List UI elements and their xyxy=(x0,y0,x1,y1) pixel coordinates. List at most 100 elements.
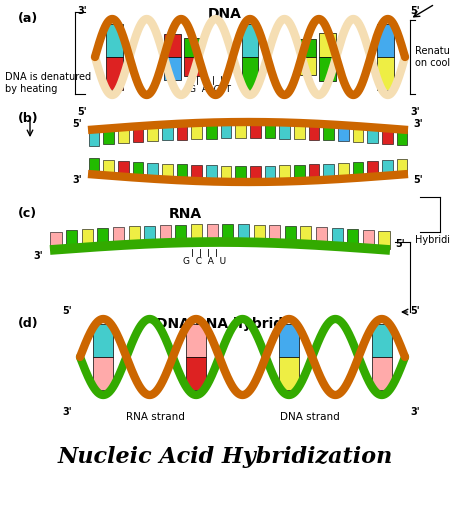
Bar xyxy=(50,231,62,249)
Bar xyxy=(164,34,181,57)
Text: 3': 3' xyxy=(72,175,82,185)
Bar xyxy=(279,165,290,181)
Bar xyxy=(279,324,299,357)
Text: 5': 5' xyxy=(410,306,419,316)
Bar xyxy=(382,160,392,176)
Text: (c): (c) xyxy=(18,207,37,220)
Bar xyxy=(250,122,261,138)
Bar xyxy=(378,57,394,90)
Bar xyxy=(191,224,202,242)
Text: RNA strand: RNA strand xyxy=(126,412,184,422)
Text: DNA: DNA xyxy=(208,7,242,21)
Text: 3': 3' xyxy=(410,107,419,117)
Bar xyxy=(164,57,181,80)
Text: G  A  C  T: G A C T xyxy=(189,85,231,94)
Bar xyxy=(265,122,275,138)
Bar xyxy=(222,224,234,242)
Bar xyxy=(118,161,129,177)
Bar xyxy=(397,159,407,175)
Bar xyxy=(300,226,311,244)
Bar xyxy=(378,231,390,249)
Bar xyxy=(294,165,305,181)
Bar xyxy=(184,57,200,76)
Bar xyxy=(221,166,231,182)
Text: DNA strand: DNA strand xyxy=(280,412,340,422)
Bar xyxy=(144,226,155,244)
Bar xyxy=(279,122,290,139)
Text: (d): (d) xyxy=(18,317,39,330)
Bar xyxy=(372,357,392,391)
Bar xyxy=(82,229,93,247)
Bar xyxy=(148,125,158,141)
Bar xyxy=(319,57,336,81)
Bar xyxy=(129,226,140,244)
Bar xyxy=(294,123,305,139)
Bar xyxy=(113,227,124,245)
Bar xyxy=(253,224,265,243)
Bar xyxy=(368,127,378,143)
Bar xyxy=(89,158,99,175)
Bar xyxy=(206,122,216,139)
Bar xyxy=(353,162,363,178)
Bar xyxy=(319,33,336,57)
Bar xyxy=(207,224,218,242)
Bar xyxy=(347,229,358,247)
Bar xyxy=(221,122,231,138)
Text: Hybridization: Hybridization xyxy=(415,235,450,245)
Bar xyxy=(300,57,316,75)
Bar xyxy=(324,164,334,180)
Bar xyxy=(242,57,258,91)
Bar xyxy=(269,225,280,243)
Bar xyxy=(309,164,319,180)
Bar xyxy=(176,225,186,243)
Bar xyxy=(89,130,99,145)
Bar xyxy=(397,130,407,145)
Bar xyxy=(177,123,187,140)
Bar xyxy=(279,357,299,391)
Text: 5': 5' xyxy=(395,239,405,249)
Bar xyxy=(332,228,343,246)
Bar xyxy=(186,324,206,357)
Bar xyxy=(191,165,202,181)
Bar xyxy=(206,165,216,181)
Text: (b): (b) xyxy=(18,112,39,125)
Bar xyxy=(353,126,363,142)
Bar xyxy=(378,24,394,57)
Bar xyxy=(148,163,158,179)
Bar xyxy=(324,124,334,140)
Text: 5': 5' xyxy=(63,306,72,316)
Bar xyxy=(162,163,172,180)
Text: 3': 3' xyxy=(63,407,72,417)
Bar xyxy=(338,125,349,141)
Text: 3': 3' xyxy=(77,6,87,16)
Bar xyxy=(235,122,246,138)
Bar xyxy=(184,38,200,57)
Bar xyxy=(250,166,261,182)
Text: (a): (a) xyxy=(18,12,38,25)
Bar xyxy=(160,225,171,243)
Bar xyxy=(235,166,246,182)
Text: 3': 3' xyxy=(33,251,43,261)
Bar xyxy=(242,24,258,57)
Bar xyxy=(106,24,122,57)
Text: 5': 5' xyxy=(72,119,82,129)
Bar xyxy=(309,123,319,140)
Bar xyxy=(106,57,122,90)
Bar xyxy=(191,123,202,139)
Bar xyxy=(285,226,296,244)
Bar xyxy=(93,324,113,357)
Bar xyxy=(363,230,374,248)
Text: 5': 5' xyxy=(410,6,419,16)
Text: 3': 3' xyxy=(413,119,423,129)
Bar xyxy=(368,161,378,177)
Bar xyxy=(238,224,249,242)
Text: 3': 3' xyxy=(410,407,419,417)
Bar xyxy=(162,124,172,140)
Text: 5': 5' xyxy=(77,107,87,117)
Text: Renaturation
on cooling: Renaturation on cooling xyxy=(415,46,450,68)
Bar xyxy=(133,126,143,142)
Bar xyxy=(372,324,392,357)
Text: G  C  A  U: G C A U xyxy=(184,257,226,266)
Bar xyxy=(104,129,114,144)
Bar xyxy=(338,163,349,179)
